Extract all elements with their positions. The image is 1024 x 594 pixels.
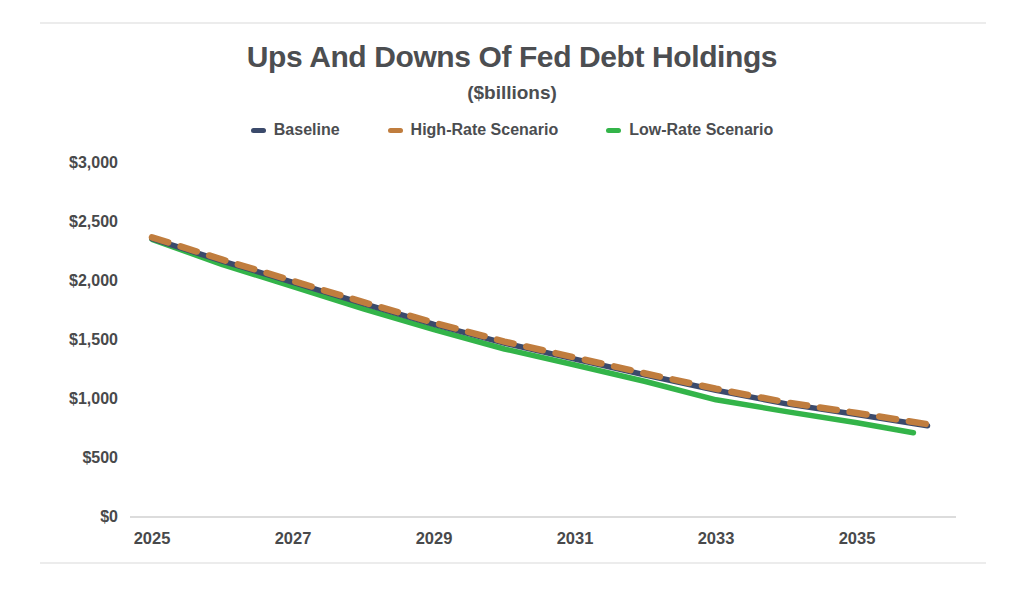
y-tick-label: $2,500 <box>69 213 118 230</box>
y-tick-label: $3,000 <box>69 154 118 171</box>
y-tick-label: $1,500 <box>69 331 118 348</box>
chart-card: Ups And Downs Of Fed Debt Holdings ($bil… <box>0 0 1024 594</box>
y-tick-label: $2,000 <box>69 272 118 289</box>
x-tick-label: 2033 <box>698 529 735 547</box>
x-tick-label: 2025 <box>134 529 171 547</box>
y-tick-label: $500 <box>82 449 118 466</box>
x-tick-label: 2029 <box>416 529 453 547</box>
series-line-baseline <box>152 239 928 426</box>
x-tick-label: 2035 <box>839 529 876 547</box>
line-chart-plot: $0 $500 $1,000 $1,500 $2,000 $2,500 $3,000 2025… <box>0 0 1024 594</box>
x-tick-label: 2031 <box>557 529 594 547</box>
y-tick-label: $1,000 <box>69 390 118 407</box>
x-tick-label: 2027 <box>275 529 312 547</box>
y-tick-label: $0 <box>100 508 118 525</box>
series-line-high-rate-scenario <box>152 237 928 424</box>
